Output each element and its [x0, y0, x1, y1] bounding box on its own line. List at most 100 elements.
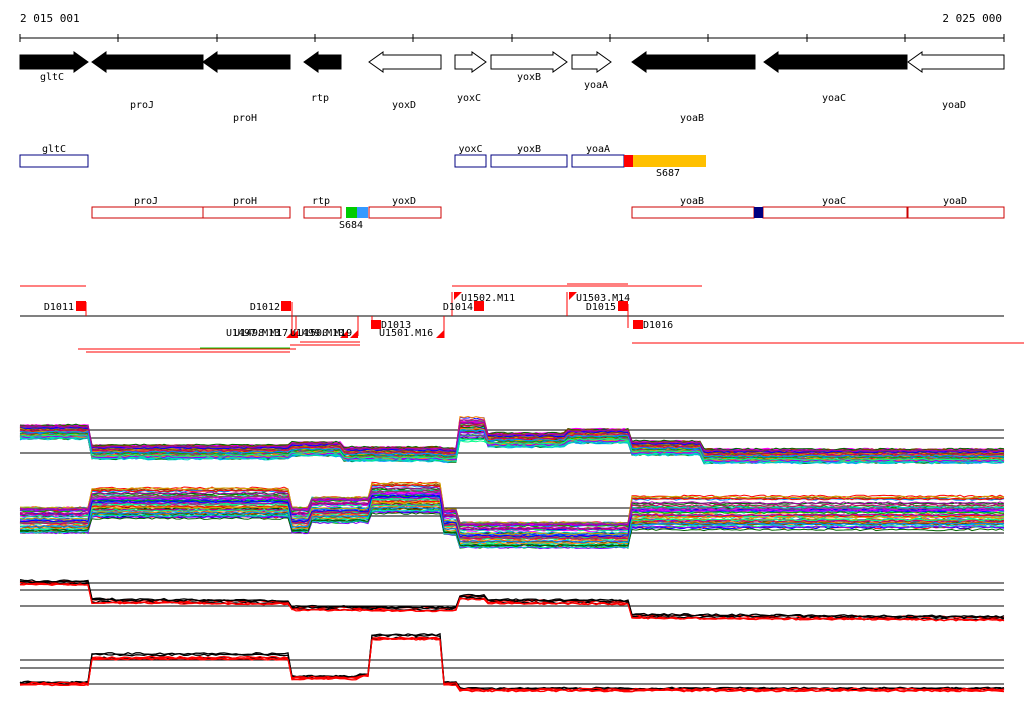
- gene-label-yoaB: yoaB: [680, 113, 704, 124]
- gene-label-yoaD: yoaD: [942, 100, 966, 111]
- expression-trace: [19, 492, 1005, 527]
- breakpoint-label: U1502.M11: [461, 293, 515, 304]
- gene-arrow-yoxC: [454, 51, 487, 73]
- minus-feature-rtp: [303, 206, 342, 219]
- expression-trace: [19, 423, 1005, 451]
- expression-trace: [19, 579, 1005, 618]
- ruler-end-label: 2 025 000: [942, 12, 1002, 25]
- gene-label-rtp: rtp: [311, 93, 329, 104]
- plus-feature-gltC: [19, 154, 89, 168]
- plus-feature-label-yoaA: yoaA: [586, 144, 610, 155]
- breakpoint-label: U1498.M17: [234, 328, 288, 339]
- minus-feature-yoaC: [762, 206, 908, 219]
- breakpoint-marker: [454, 292, 462, 300]
- expression-trace: [19, 582, 1005, 622]
- expression-trace: [20, 512, 1005, 547]
- expression-trace: [20, 496, 1005, 531]
- breakpoint-label: D1012: [250, 302, 280, 313]
- expression-profile-panel-2: [19, 481, 1005, 550]
- gene-arrow-yoaB: [631, 51, 756, 73]
- ruler-ticks: [19, 34, 1005, 42]
- breakpoint-marker: [281, 301, 291, 311]
- expression-trace: [19, 580, 1005, 619]
- breakpoint-marker: [340, 330, 348, 338]
- minus-feature-yoaD: [907, 206, 1005, 219]
- gene-arrow-proJ: [91, 51, 204, 73]
- breakpoint-marker: [618, 301, 628, 311]
- segment-navy-block: [754, 207, 763, 218]
- gene-label-yoaA: yoaA: [584, 80, 608, 91]
- breakpoint-label: U1500.M19: [298, 328, 352, 339]
- plus-feature-label-yoxB: yoxB: [517, 144, 541, 155]
- expression-trace: [19, 421, 1004, 457]
- breakpoint-range-lines: [20, 283, 1024, 353]
- breakpoint-marker: [474, 301, 484, 311]
- minus-feature-label-proH: proH: [233, 196, 257, 207]
- expression-profile-panel-3: [19, 579, 1005, 622]
- plus-feature-label-gltC: gltC: [42, 144, 66, 155]
- breakpoint-label: D1014: [443, 302, 473, 313]
- breakpoint-marker: [76, 301, 86, 311]
- segment-s687-red-block: [624, 155, 633, 167]
- gene-arrow-yoaD: [907, 51, 1005, 73]
- segment-s684: S684: [339, 207, 368, 231]
- gene-label-yoxC: yoxC: [457, 93, 481, 104]
- ruler-start-label: 2 015 001: [20, 12, 80, 25]
- expression-trace: [19, 490, 1005, 525]
- gene-arrow-gltC: [19, 51, 89, 73]
- gene-arrow-yoxB: [490, 51, 568, 73]
- plus-feature-yoaA: [571, 154, 625, 168]
- expression-trace: [19, 632, 1005, 690]
- plus-strand-feature-track: gltC yoxC yoxB yoaA: [19, 144, 625, 168]
- gene-label-yoaC: yoaC: [822, 93, 846, 104]
- minus-feature-label-proJ: proJ: [134, 196, 158, 207]
- expression-profile-panel-4: [19, 632, 1005, 693]
- breakpoint-marker: [436, 330, 444, 338]
- expression-trace: [19, 637, 1005, 692]
- expression-trace: [19, 429, 1005, 458]
- breakpoint-marker: [350, 330, 358, 338]
- gene-arrow-rtp: [303, 51, 342, 73]
- breakpoint-label: U1503.M14: [576, 293, 630, 304]
- segment-s684-label: S684: [339, 220, 363, 231]
- gene-arrow-proH: [202, 51, 291, 73]
- minus-feature-label-yoaD: yoaD: [943, 196, 967, 207]
- gene-label-proH: proH: [233, 113, 257, 124]
- segment-s687-yellow-block: [633, 155, 706, 167]
- minus-feature-yoaB: [631, 206, 755, 219]
- gene-label-gltC: gltC: [40, 72, 64, 83]
- breakpoint-label: D1011: [44, 302, 74, 313]
- gene-label-track: gltC proJ proH rtp yoxD yoxC yoxB yoaA yoaB yoaC y…: [40, 72, 966, 124]
- segment-s684-green-block: [346, 207, 357, 218]
- expression-trace: [19, 633, 1005, 691]
- gene-label-yoxB: yoxB: [517, 72, 541, 83]
- gene-arrow-track: [19, 51, 1005, 73]
- breakpoint-label: U1497.M13: [226, 328, 280, 339]
- minus-feature-label-yoaB: yoaB: [680, 196, 704, 207]
- minus-feature-label-yoaC: yoaC: [822, 196, 846, 207]
- gene-label-proJ: proJ: [130, 100, 154, 111]
- expression-trace: [19, 510, 1005, 550]
- breakpoint-marker: [569, 292, 577, 300]
- expression-trace: [19, 428, 1005, 464]
- breakpoint-label: D1016: [643, 320, 673, 331]
- expression-trace: [20, 421, 1005, 453]
- segment-s687: S687: [624, 155, 706, 179]
- gene-arrow-yoxD: [368, 51, 442, 73]
- plus-feature-yoxB: [490, 154, 568, 168]
- gene-arrow-yoaC: [763, 51, 908, 73]
- minus-feature-proJ: [91, 206, 204, 219]
- breakpoint-marker: [290, 330, 298, 338]
- coordinate-ruler: 2 015 001 2 025 000: [19, 12, 1005, 42]
- minus-feature-yoxD: [368, 206, 442, 219]
- expression-trace: [19, 503, 1005, 540]
- minus-feature-proH: [202, 206, 291, 219]
- plus-feature-label-yoxC: yoxC: [458, 144, 482, 155]
- breakpoint-label: D1015: [586, 302, 616, 313]
- expression-trace: [19, 501, 1005, 536]
- minus-feature-label-yoxD: yoxD: [392, 196, 416, 207]
- minus-strand-feature-track: proJ proH rtp yoxD yoaB yoaC yoaD: [91, 196, 1005, 219]
